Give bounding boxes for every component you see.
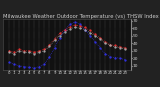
Text: Milwaukee Weather Outdoor Temperature (vs) THSW Index per Hour (Last 24 Hours): Milwaukee Weather Outdoor Temperature (v… bbox=[3, 14, 160, 19]
